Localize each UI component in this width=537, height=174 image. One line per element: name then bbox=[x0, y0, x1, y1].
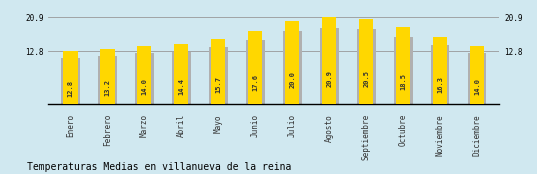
Bar bbox=[470, 46, 484, 104]
Bar bbox=[209, 47, 228, 104]
Text: 15.7: 15.7 bbox=[215, 76, 221, 93]
Bar bbox=[320, 28, 338, 104]
Text: 16.3: 16.3 bbox=[437, 76, 443, 93]
Text: 20.0: 20.0 bbox=[289, 71, 295, 88]
Text: 14.0: 14.0 bbox=[141, 78, 148, 95]
Bar bbox=[172, 52, 191, 104]
Bar bbox=[283, 31, 302, 104]
Bar bbox=[135, 53, 154, 104]
Bar bbox=[322, 17, 336, 104]
Bar bbox=[98, 56, 117, 104]
Bar bbox=[285, 21, 300, 104]
Bar bbox=[61, 58, 80, 104]
Text: 14.0: 14.0 bbox=[474, 78, 480, 95]
Bar bbox=[433, 37, 447, 104]
Bar bbox=[248, 31, 263, 104]
Bar bbox=[137, 46, 151, 104]
Bar bbox=[394, 37, 412, 104]
Bar bbox=[175, 45, 188, 104]
Bar bbox=[359, 19, 373, 104]
Bar bbox=[212, 39, 226, 104]
Bar bbox=[63, 51, 77, 104]
Bar bbox=[396, 27, 410, 104]
Bar bbox=[246, 40, 265, 104]
Text: 14.4: 14.4 bbox=[178, 78, 184, 95]
Text: 12.8: 12.8 bbox=[68, 80, 74, 97]
Text: 13.2: 13.2 bbox=[105, 79, 111, 96]
Text: 18.5: 18.5 bbox=[400, 73, 407, 90]
Text: 17.6: 17.6 bbox=[252, 74, 258, 91]
Bar bbox=[468, 53, 487, 104]
Bar bbox=[357, 29, 375, 104]
Text: Temperaturas Medias en villanueva de la reina: Temperaturas Medias en villanueva de la … bbox=[27, 162, 291, 172]
Bar bbox=[100, 49, 114, 104]
Bar bbox=[431, 45, 449, 104]
Text: 20.9: 20.9 bbox=[326, 70, 332, 87]
Text: 20.5: 20.5 bbox=[364, 70, 369, 87]
